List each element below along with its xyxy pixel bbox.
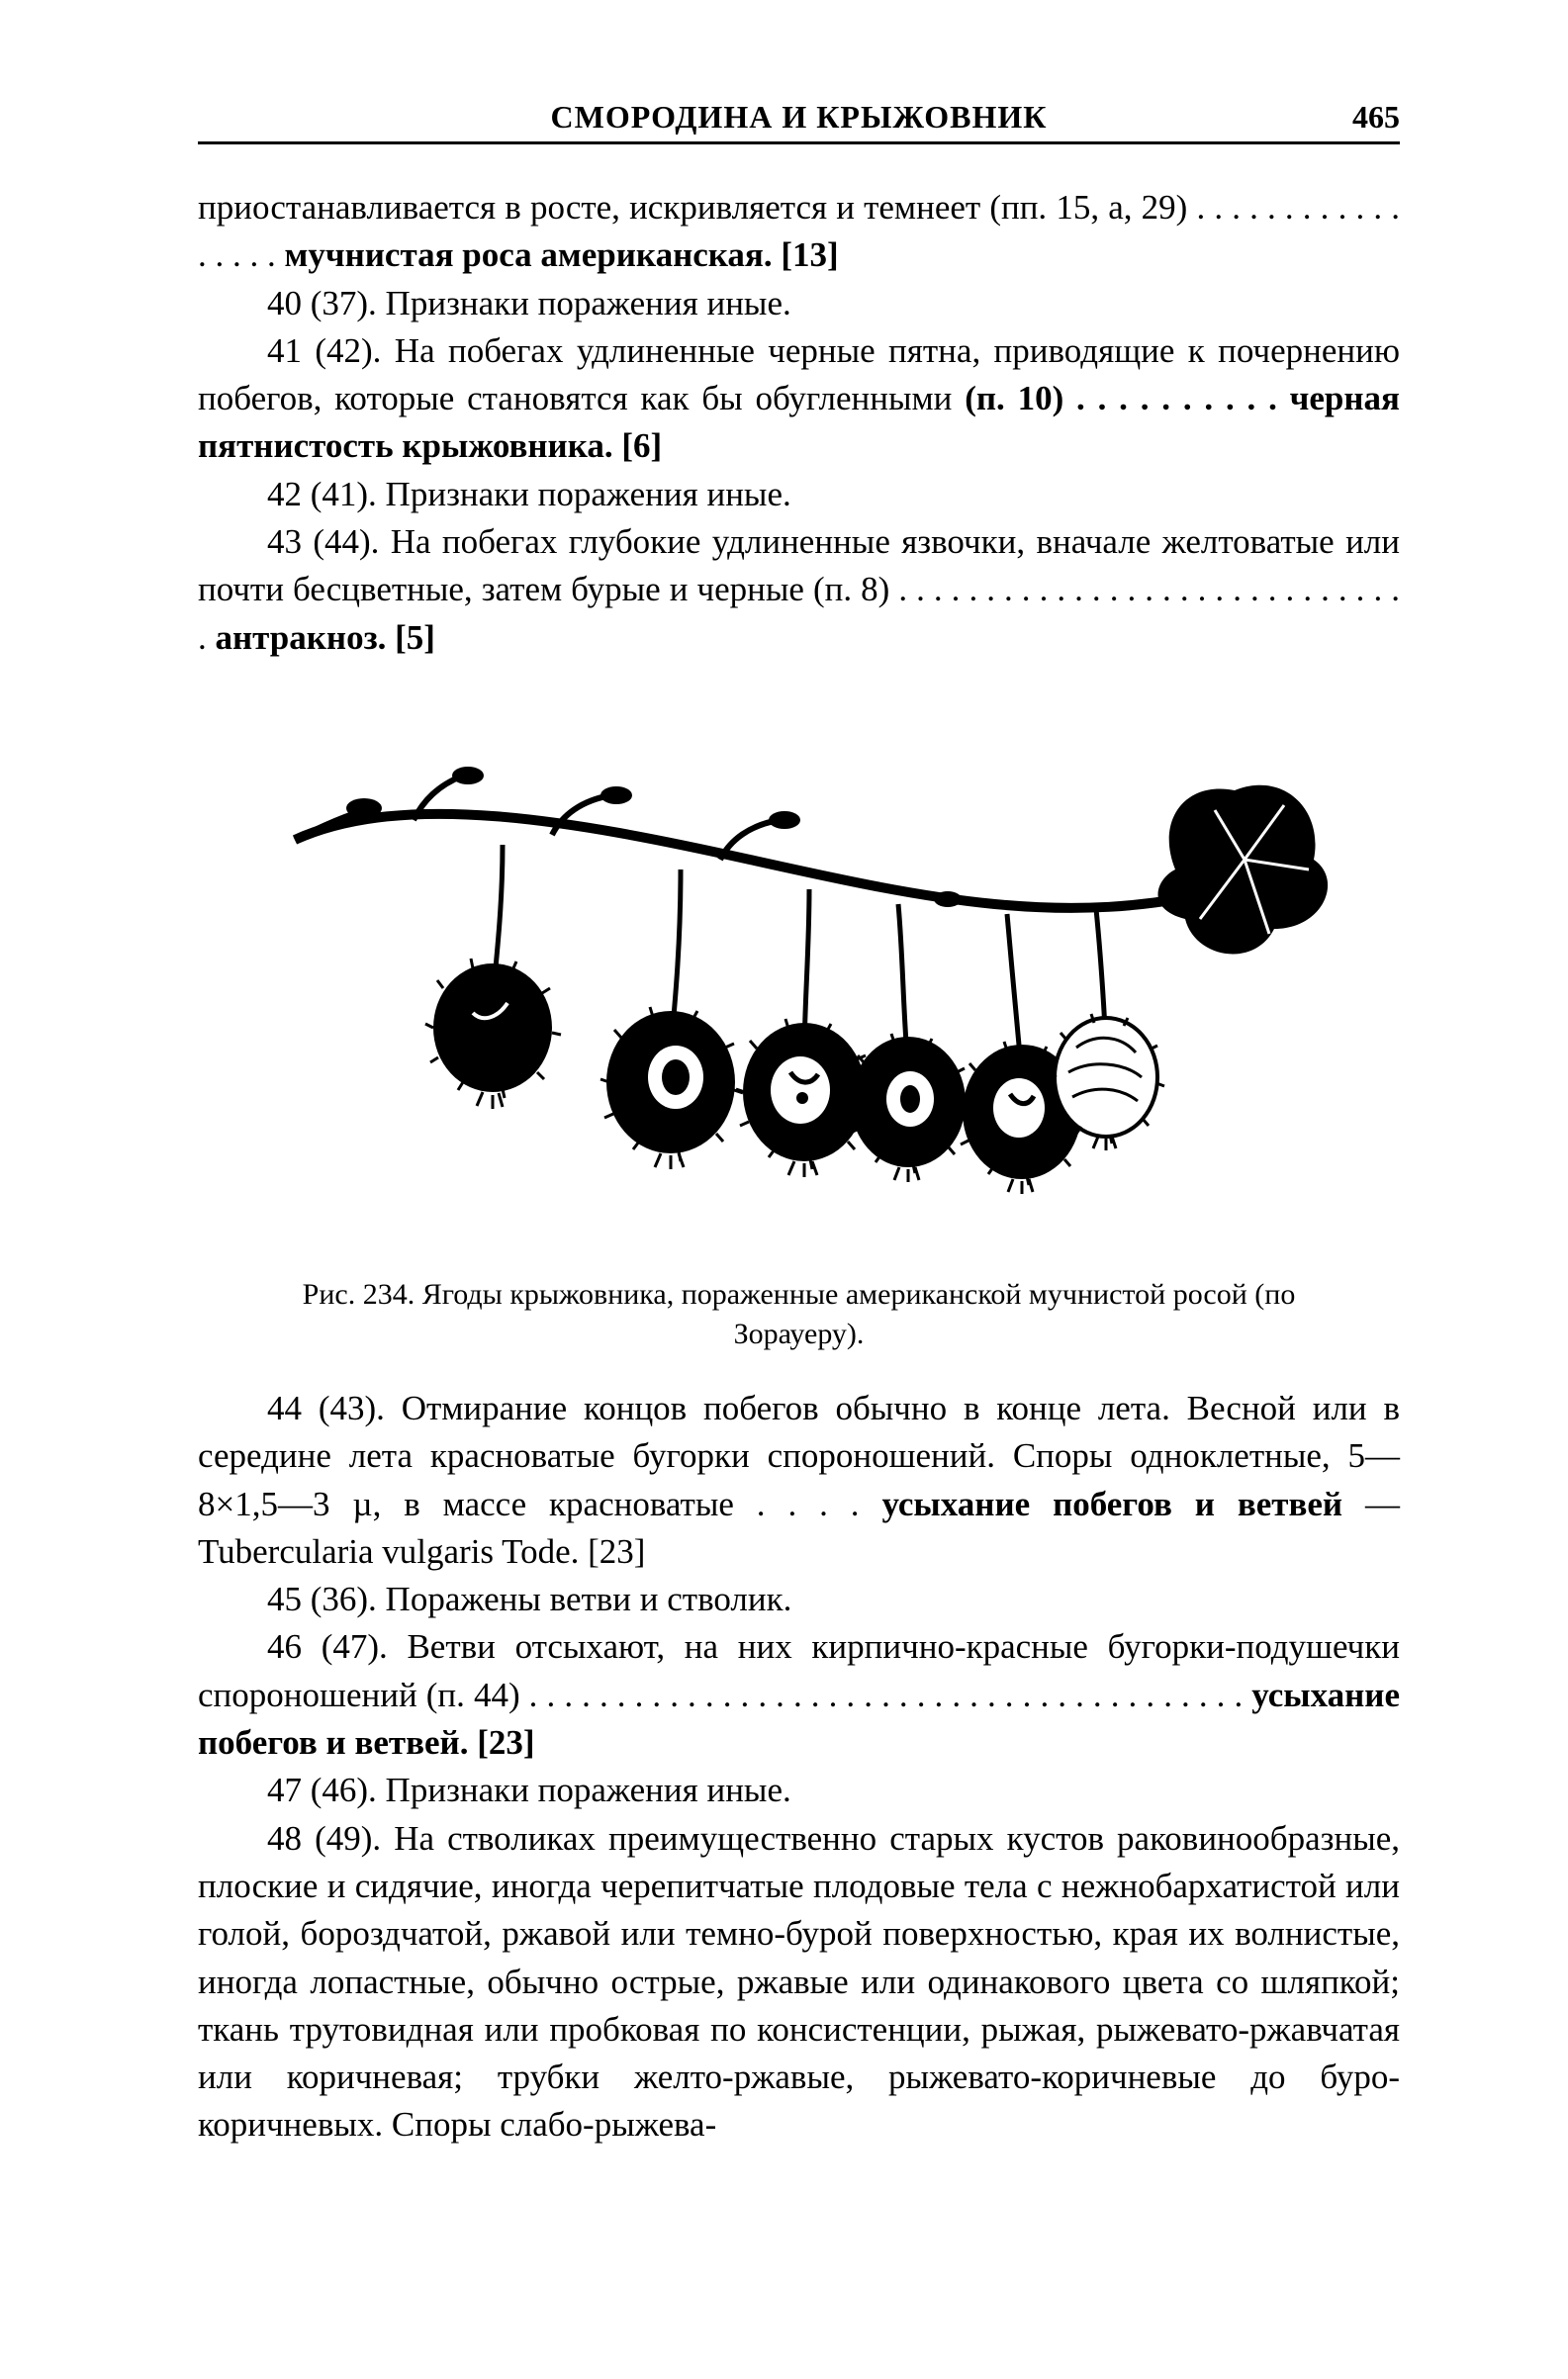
figure-234-illustration (255, 701, 1343, 1255)
para-1: приостанавливается в росте, искривляется… (198, 184, 1400, 280)
figure-234: Рис. 234. Ягоды крыжовника, пораженные а… (198, 701, 1400, 1355)
para-1-b: мучнистая роса американская. [13] (285, 235, 839, 274)
para-4: 42 (41). Признаки поражения иные. (198, 471, 1400, 518)
para-7: 45 (36). Поражены ветви и стволик. (198, 1576, 1400, 1623)
body-text-upper: приостанавливается в росте, искривляется… (198, 184, 1400, 662)
figure-234-caption: Рис. 234. Ягоды крыжовника, пораженные а… (237, 1275, 1360, 1355)
body-text-lower: 44 (43). Отмирание концов побегов обычно… (198, 1385, 1400, 2150)
page-number: 465 (1321, 99, 1400, 136)
para-9: 47 (46). Признаки поражения иные. (198, 1767, 1400, 1814)
para-2: 40 (37). Признаки поражения иные. (198, 280, 1400, 327)
page-header: СМОРОДИНА И КРЫЖОВНИК 465 (198, 99, 1400, 144)
para-6-b: усыхание побегов и ветвей (881, 1485, 1342, 1523)
para-8-a: 46 (47). Ветви отсыхают, на них кирпично… (198, 1627, 1400, 1713)
para-5: 43 (44). На побегах глубокие удлиненные … (198, 518, 1400, 662)
para-10: 48 (49). На стволиках преимущественно ст… (198, 1815, 1400, 2150)
para-8: 46 (47). Ветви отсыхают, на них кирпично… (198, 1623, 1400, 1767)
page: СМОРОДИНА И КРЫЖОВНИК 465 приостанавлива… (0, 0, 1568, 2379)
para-6: 44 (43). Отмирание концов побегов обычно… (198, 1385, 1400, 1576)
header-title: СМОРОДИНА И КРЫЖОВНИК (277, 99, 1321, 136)
para-3: 41 (42). На побегах удлиненные черные пя… (198, 327, 1400, 471)
para-5-b: антракноз. [5] (216, 618, 435, 657)
